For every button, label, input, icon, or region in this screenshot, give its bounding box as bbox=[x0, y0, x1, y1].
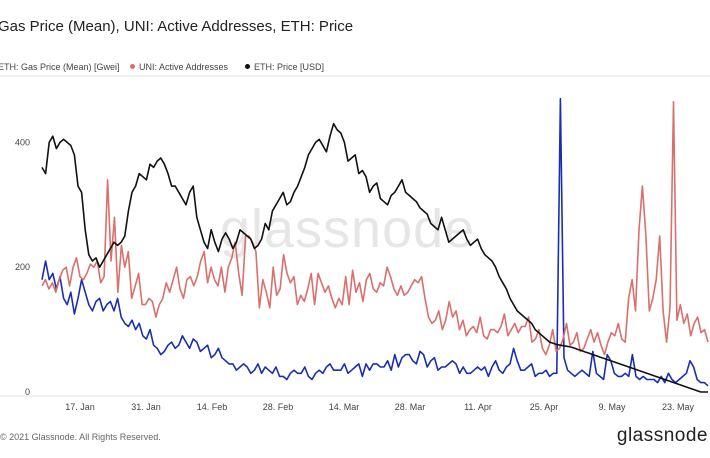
x-tick-label: 25. Apr bbox=[530, 402, 559, 412]
x-tick-label: 28. Feb bbox=[263, 402, 294, 412]
watermark: glassnode bbox=[220, 199, 476, 259]
x-tick-label: 23. May bbox=[662, 402, 695, 412]
legend-dot bbox=[245, 64, 250, 70]
chart-title: Gas Price (Mean), UNI: Active Addresses,… bbox=[0, 18, 354, 35]
legend-item-uni[interactable]: UNI: Active Addresses bbox=[130, 62, 228, 72]
legend-label: ETH: Gas Price (Mean) [Gwei] bbox=[0, 62, 120, 72]
series-line[interactable] bbox=[41, 122, 708, 393]
x-tick-label: 28. Mar bbox=[395, 402, 426, 412]
copyright-footer: © 2021 Glassnode. All Rights Reserved. bbox=[0, 432, 161, 442]
x-tick-label: 31. Jan bbox=[131, 402, 161, 412]
y-tick-label: 200 bbox=[15, 262, 30, 272]
legend-item-eth[interactable]: ETH: Price [USD] bbox=[245, 62, 324, 72]
x-tick-label: 11. Apr bbox=[464, 402, 492, 412]
series-line[interactable] bbox=[41, 97, 709, 387]
x-tick-label: 9. May bbox=[598, 402, 626, 412]
x-tick-label: 14. Mar bbox=[329, 402, 360, 412]
legend-label: ETH: Price [USD] bbox=[254, 62, 325, 72]
legend-item-gas[interactable]: ETH: Gas Price (Mean) [Gwei] bbox=[0, 62, 120, 72]
brand-logo: glassnode bbox=[616, 425, 708, 446]
legend-dot bbox=[130, 64, 135, 70]
x-tick-label: 14. Feb bbox=[197, 402, 228, 412]
legend-label: UNI: Active Addresses bbox=[139, 62, 229, 72]
series-line[interactable] bbox=[41, 101, 709, 356]
y-tick-label: 400 bbox=[15, 137, 30, 147]
y-tick-label: 0 bbox=[25, 387, 30, 397]
x-tick-label: 17. Jan bbox=[65, 402, 95, 412]
